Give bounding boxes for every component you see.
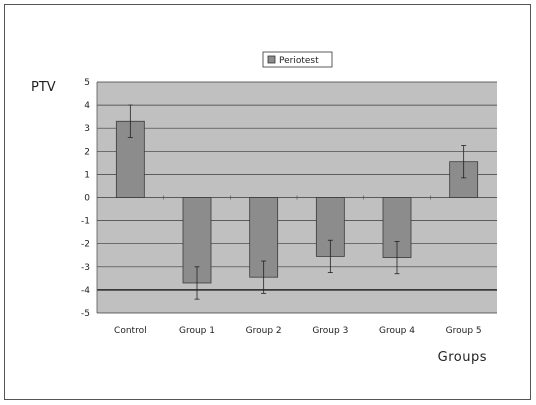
legend-swatch — [267, 55, 276, 64]
y-tick-label: 3 — [84, 124, 90, 134]
legend: Periotest — [262, 51, 333, 68]
y-tick-label: -3 — [81, 263, 90, 273]
x-tick-label: Group 2 — [246, 326, 282, 336]
legend-label: Periotest — [279, 56, 319, 66]
y-tick-label: -4 — [81, 286, 90, 296]
x-tick-label: Group 4 — [379, 326, 415, 336]
y-tick-label: 2 — [84, 147, 90, 157]
x-tick-label: Group 1 — [179, 326, 215, 336]
x-axis-title: Groups — [438, 350, 487, 365]
y-tick-label: -5 — [81, 309, 90, 319]
x-tick-label: Group 3 — [312, 326, 348, 336]
y-tick-label: 4 — [84, 101, 90, 111]
y-tick-label: -1 — [81, 217, 90, 227]
x-tick-label: Group 5 — [446, 326, 482, 336]
legend-box — [262, 51, 333, 68]
plot-area: 5 4 3 2 1 0 -1 -2 -3 -4 -5 Control Group 1 Group 2 Gro… — [81, 78, 497, 336]
y-tick-label: 0 — [84, 194, 90, 204]
x-tick-label: Control — [114, 326, 147, 336]
y-tick-label: 1 — [84, 170, 90, 180]
y-tick-label: 5 — [84, 78, 90, 88]
y-tick-label: -2 — [81, 240, 90, 250]
y-axis-title: PTV — [31, 80, 56, 95]
